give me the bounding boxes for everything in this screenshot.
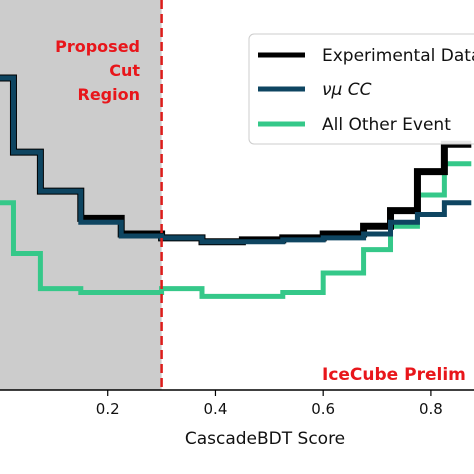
series-line-nu-mu-cc	[0, 75, 472, 245]
cut-annotation-line-2: Cut	[109, 61, 140, 80]
legend: Experimental Data νμ CC All Other Event	[248, 33, 474, 145]
cut-annotation-line-1: Proposed	[55, 37, 140, 56]
legend-label-numu-cc: νμ CC	[322, 80, 372, 100]
cut-annotation-line-3: Region	[78, 85, 141, 104]
x-ticks: 0.2 0.4 0.6 0.8	[96, 390, 443, 418]
x-tick-label: 0.2	[96, 400, 120, 418]
x-tick-label: 0.8	[419, 400, 443, 418]
series-line-all-other-events	[0, 161, 472, 299]
legend-label-all-other-events: All Other Event	[322, 115, 451, 135]
x-tick-label: 0.4	[204, 400, 228, 418]
cut-region-annotation: Proposed Cut Region	[55, 37, 140, 104]
legend-box	[248, 33, 474, 145]
series-layer	[0, 74, 472, 299]
x-axis-label: CascadeBDT Score	[185, 429, 345, 449]
preliminary-label: IceCube Prelim	[322, 365, 466, 385]
x-tick-label: 0.6	[311, 400, 335, 418]
legend-label-experimental-data: Experimental Data	[322, 46, 474, 66]
